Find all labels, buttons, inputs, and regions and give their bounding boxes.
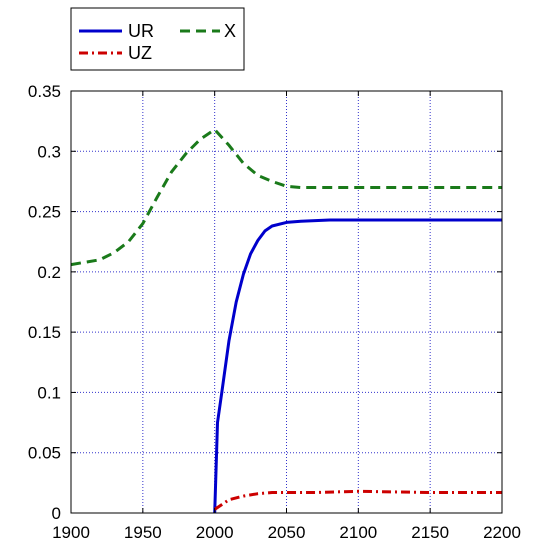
- x-tick-label: 2150: [411, 523, 449, 542]
- y-tick-label: 0.35: [28, 82, 61, 101]
- legend-label-x: X: [224, 21, 236, 41]
- legend-label-uz: UZ: [128, 43, 152, 63]
- y-tick-label: 0.15: [28, 323, 61, 342]
- axis-ticks: 1900 1950 2000 2050 2100 2150 2200 0 0.05 0.1 0.15…: [28, 82, 521, 542]
- y-tick-label: 0.05: [28, 444, 61, 463]
- y-tick-label: 0.3: [37, 142, 61, 161]
- grid-lines: [71, 91, 502, 513]
- x-tick-label: 1950: [124, 523, 162, 542]
- y-tick-label: 0.25: [28, 203, 61, 222]
- x-tick-label: 2050: [268, 523, 306, 542]
- x-tick-label: 2100: [339, 523, 377, 542]
- legend-label-ur: UR: [128, 21, 154, 41]
- series-line-x: [70, 128, 502, 267]
- series-lines: [70, 128, 502, 514]
- y-tick-label: 0: [52, 504, 61, 523]
- y-tick-label: 0.1: [37, 383, 61, 402]
- y-tick-label: 0.2: [37, 263, 61, 282]
- legend-box: [70, 7, 245, 71]
- x-tick-label: 2200: [483, 523, 521, 542]
- series-line-uz: [213, 489, 502, 511]
- x-tick-label: 2000: [196, 523, 234, 542]
- series-line-ur: [213, 218, 502, 514]
- x-tick-label: 1900: [52, 523, 90, 542]
- legend: UR UZ X: [70, 7, 245, 71]
